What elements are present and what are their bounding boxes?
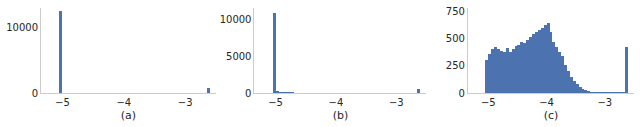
svg-text:10000: 10000 <box>220 14 252 25</box>
svg-text:−4: −4 <box>329 97 344 108</box>
svg-text:−4: −4 <box>539 97 554 108</box>
svg-text:−3: −3 <box>178 97 193 108</box>
svg-text:−4: −4 <box>116 97 131 108</box>
svg-text:0: 0 <box>459 88 465 99</box>
svg-text:(a): (a) <box>121 109 136 122</box>
svg-text:−5: −5 <box>268 97 283 108</box>
svg-text:(c): (c) <box>544 109 559 122</box>
svg-text:5000: 5000 <box>226 51 251 62</box>
svg-text:(b): (b) <box>333 109 349 122</box>
svg-text:−3: −3 <box>389 97 404 108</box>
svg-text:0: 0 <box>32 88 38 99</box>
svg-text:−5: −5 <box>55 97 70 108</box>
svg-text:250: 250 <box>446 60 465 71</box>
svg-text:500: 500 <box>446 33 465 44</box>
svg-text:−5: −5 <box>481 97 496 108</box>
svg-text:750: 750 <box>446 6 465 17</box>
svg-text:0: 0 <box>245 88 251 99</box>
svg-text:10000: 10000 <box>6 22 38 33</box>
svg-text:−3: −3 <box>597 97 612 108</box>
